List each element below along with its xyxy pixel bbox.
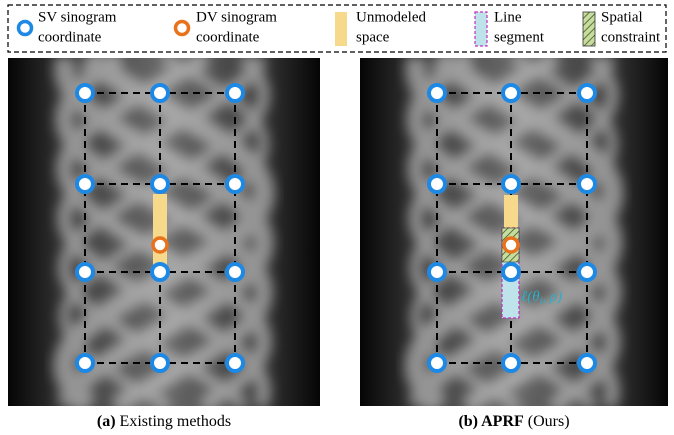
legend-label: SV sinogram bbox=[38, 9, 117, 25]
sv-coordinate bbox=[77, 355, 93, 371]
dv-coordinate bbox=[504, 238, 518, 252]
sv-coordinate bbox=[429, 355, 445, 371]
sv-coordinate bbox=[503, 85, 519, 101]
sv-coordinate bbox=[77, 264, 93, 280]
legend-icon bbox=[583, 12, 595, 46]
sv-coordinate bbox=[77, 176, 93, 192]
sv-coordinate bbox=[227, 176, 243, 192]
dv-coordinate bbox=[153, 238, 167, 252]
line-segment-label: ℓ(θi, ρ) bbox=[521, 289, 562, 307]
legend-icon bbox=[19, 22, 32, 35]
legend-label: coordinate bbox=[196, 29, 260, 45]
panel-b bbox=[360, 58, 668, 406]
legend-icon bbox=[475, 12, 487, 46]
sv-coordinate bbox=[579, 176, 595, 192]
sv-coordinate bbox=[77, 85, 93, 101]
unmodeled-space bbox=[153, 194, 167, 266]
sv-coordinate bbox=[227, 355, 243, 371]
label-rest: , ρ) bbox=[542, 289, 562, 305]
legend-label: DV sinogram bbox=[196, 9, 277, 25]
caption-label: (a) bbox=[97, 413, 116, 430]
legend-label: constraint bbox=[601, 29, 661, 45]
caption-text: (Ours) bbox=[528, 413, 570, 430]
sv-coordinate bbox=[579, 264, 595, 280]
sv-coordinate bbox=[152, 85, 168, 101]
legend-label: Unmodeled bbox=[356, 9, 426, 25]
sv-coordinate bbox=[503, 355, 519, 371]
unmodeled-space bbox=[504, 195, 518, 231]
caption-label: (b) APRF bbox=[458, 413, 524, 430]
legend-label: space bbox=[356, 29, 390, 45]
caption-a: (a) Existing methods bbox=[97, 413, 231, 430]
sv-coordinate bbox=[503, 264, 519, 280]
sv-coordinate bbox=[227, 264, 243, 280]
sv-coordinate bbox=[152, 176, 168, 192]
sv-coordinate bbox=[429, 176, 445, 192]
panel-a bbox=[8, 58, 320, 406]
legend: SV sinogram coordinate DV sinogram coord… bbox=[19, 9, 661, 46]
legend-label: coordinate bbox=[38, 29, 102, 45]
sv-coordinate bbox=[152, 355, 168, 371]
legend-label: Spatial bbox=[601, 9, 643, 25]
caption-b: (b) APRF (Ours) bbox=[458, 413, 569, 430]
sv-coordinate bbox=[152, 264, 168, 280]
sv-coordinate bbox=[227, 85, 243, 101]
legend-label: Line bbox=[494, 9, 522, 25]
figure: SV sinogram coordinate DV sinogram coord… bbox=[0, 0, 674, 435]
sv-coordinate bbox=[579, 85, 595, 101]
sv-coordinate bbox=[429, 85, 445, 101]
legend-label: segment bbox=[494, 29, 545, 45]
legend-icon bbox=[335, 12, 347, 46]
sv-coordinate bbox=[429, 264, 445, 280]
sv-coordinate bbox=[503, 176, 519, 192]
sv-coordinate bbox=[579, 355, 595, 371]
legend-icon bbox=[176, 22, 189, 35]
label-main: ℓ(θ bbox=[521, 289, 540, 305]
caption-text: Existing methods bbox=[120, 413, 232, 430]
